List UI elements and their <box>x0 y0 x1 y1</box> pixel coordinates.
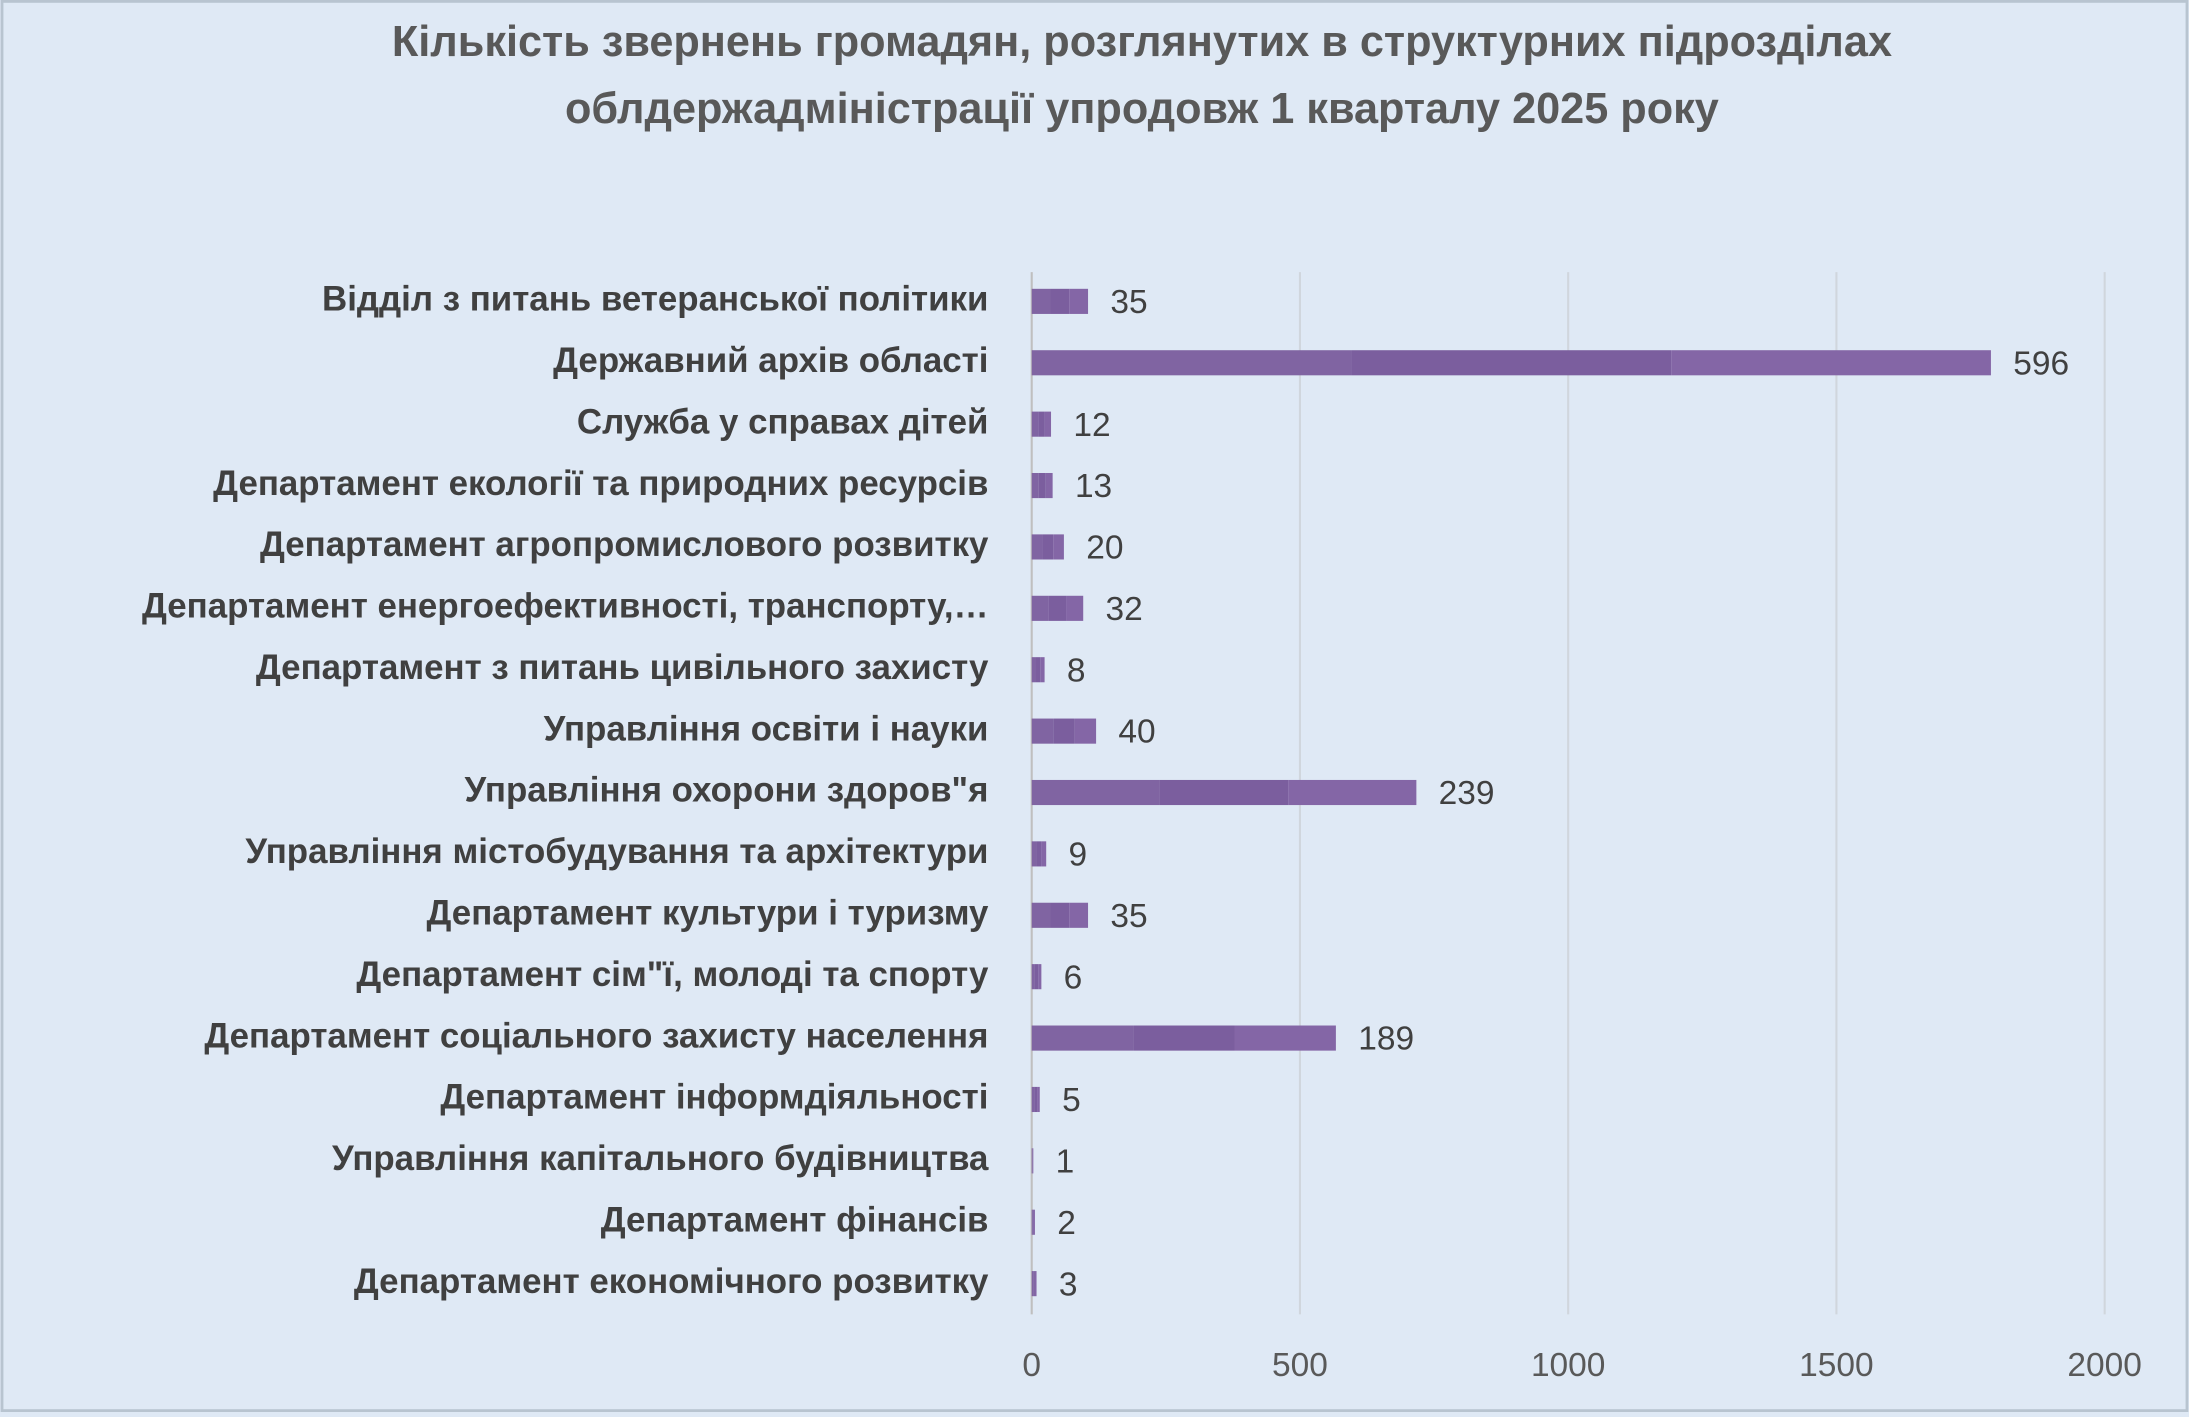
chart-title: Кількість звернень громадян, розглянутих… <box>392 18 1892 66</box>
bar-segment <box>1036 841 1042 867</box>
bar-segment <box>1031 288 1051 314</box>
bar-segment <box>1053 718 1075 744</box>
data-label: 2 <box>1057 1205 1076 1242</box>
bar-segment <box>1234 1025 1336 1051</box>
bar-segment <box>1031 964 1035 990</box>
bar-segment <box>1034 1086 1038 1113</box>
bar-segment <box>1045 472 1053 499</box>
y-tick-label: Департамент з питань цивільного захисту <box>256 648 989 687</box>
data-label: 32 <box>1106 591 1143 628</box>
data-label: 8 <box>1067 652 1086 689</box>
bar-segment <box>1031 1271 1034 1297</box>
y-tick-label: Департамент інформдіяльності <box>440 1078 988 1117</box>
data-label: 3 <box>1059 1266 1078 1303</box>
bar-segment <box>1031 902 1051 928</box>
bar-segment <box>1053 534 1064 560</box>
data-label: 9 <box>1069 837 1088 874</box>
y-tick-label: Управління містобудування та архітектури <box>245 832 988 871</box>
y-tick-label: Управління капітального будівництва <box>332 1139 989 1178</box>
data-label: 239 <box>1439 775 1495 812</box>
bar-segment <box>1032 1148 1033 1174</box>
bar-segment <box>1032 1148 1034 1174</box>
data-label: 5 <box>1062 1082 1081 1119</box>
bar-segment <box>1031 534 1043 560</box>
bar-segment <box>1031 1025 1134 1051</box>
bar-segment <box>1031 1209 1033 1235</box>
bar-segment <box>1288 779 1417 806</box>
bar-segment <box>1037 1086 1040 1113</box>
x-tick-label: 1500 <box>1799 1347 1873 1384</box>
y-tick-label: Департамент сім"ї, молоді та спорту <box>356 955 989 994</box>
bar-segment <box>1031 779 1160 806</box>
data-label: 40 <box>1118 714 1155 751</box>
x-tick-label: 0 <box>1022 1347 1041 1384</box>
bar-segment <box>1038 472 1046 499</box>
x-tick-label: 2000 <box>2067 1347 2141 1384</box>
bar-segment <box>1159 779 1289 806</box>
bar-segment <box>1038 964 1042 990</box>
y-tick-label: Департамент агропромислового розвитку <box>260 525 989 564</box>
bar-segment <box>1031 1086 1035 1113</box>
bar-segment <box>1041 841 1047 867</box>
bar-segment <box>1036 657 1041 683</box>
bar-segment <box>1031 657 1037 683</box>
bar-segment <box>1033 1209 1035 1235</box>
y-tick-label: Департамент енергоефективності, транспор… <box>142 587 988 626</box>
data-label: 35 <box>1110 898 1147 935</box>
bar-segment <box>1050 288 1070 314</box>
bar-segment <box>1038 411 1045 437</box>
bar-segment <box>1031 595 1049 621</box>
bar-segment <box>1133 1025 1235 1051</box>
bar-segment <box>1034 964 1039 990</box>
bar-segment <box>1032 1209 1034 1235</box>
bar-segment <box>1074 718 1097 744</box>
y-tick-label: Державний архів області <box>553 341 988 380</box>
y-tick-label: Відділ з питань ветеранської політики <box>322 280 988 319</box>
bar-segment <box>1034 1271 1037 1297</box>
data-label: 20 <box>1086 530 1123 567</box>
y-tick-label: Департамент соціального захисту населенн… <box>204 1016 988 1055</box>
bar-segment <box>1033 1271 1035 1297</box>
data-label: 13 <box>1075 468 1112 505</box>
y-tick-label: Управління охорони здоров"я <box>465 771 989 810</box>
bar-segment <box>1031 472 1039 499</box>
x-tick-label: 1000 <box>1531 1347 1605 1384</box>
bar-segment <box>1031 350 1352 376</box>
bar-segment <box>1031 1148 1033 1174</box>
bar-segment <box>1042 534 1054 560</box>
bar-segment <box>1050 902 1070 928</box>
bar-segment <box>1351 350 1672 376</box>
x-tick-label: 500 <box>1272 1347 1328 1384</box>
data-label: 596 <box>2013 345 2069 382</box>
y-tick-label: Департамент фінансів <box>601 1200 989 1239</box>
bar-segment <box>1066 595 1084 621</box>
bar-segment <box>1069 288 1089 314</box>
data-label: 35 <box>1110 284 1147 321</box>
bar-segment <box>1031 411 1039 437</box>
bar-segment <box>1044 411 1052 437</box>
y-tick-label: Управління освіти і науки <box>544 709 989 748</box>
y-tick-label: Служба у справах дітей <box>577 402 989 441</box>
bar-segment <box>1048 595 1067 621</box>
data-label: 6 <box>1064 959 1083 996</box>
y-tick-label: Департамент економічного розвитку <box>354 1262 989 1301</box>
bar-segment <box>1031 718 1054 744</box>
data-label: 1 <box>1056 1143 1075 1180</box>
y-tick-label: Департамент культури і туризму <box>427 894 990 933</box>
bar-segment <box>1031 841 1037 867</box>
chart-title: облдержадміністрації упродовж 1 кварталу… <box>565 85 1719 133</box>
y-tick-label: Департамент екології та природних ресурс… <box>213 464 988 503</box>
bar-segment <box>1069 902 1089 928</box>
bar-segment <box>1671 350 1991 376</box>
data-label: 189 <box>1358 1021 1414 1058</box>
data-label: 12 <box>1073 407 1110 444</box>
bar-segment <box>1040 657 1045 683</box>
